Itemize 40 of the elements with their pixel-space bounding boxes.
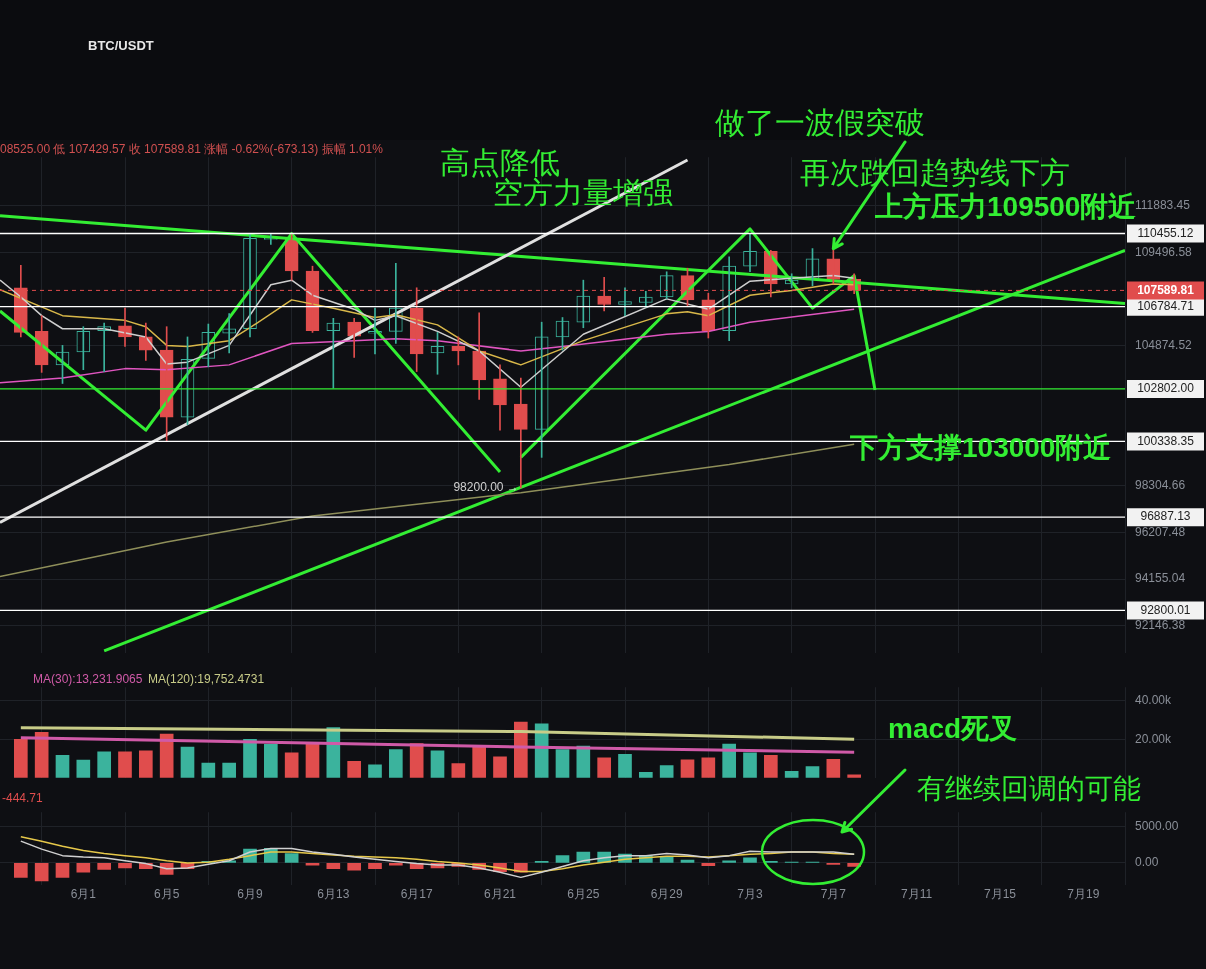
annotation: 上方压力109500附近 bbox=[875, 191, 1137, 223]
y-tick-label: 109496.58 bbox=[1135, 244, 1193, 259]
ref-line-label: 102802.00 bbox=[1137, 381, 1195, 396]
x-tick-label: 6月25 bbox=[567, 887, 600, 902]
x-tick-label: 6月17 bbox=[400, 887, 433, 902]
y-tick-label: 104874.52 bbox=[1135, 338, 1193, 353]
text: MA(120):19,752.4731 bbox=[148, 672, 265, 687]
x-tick-label: 7月19 bbox=[1067, 887, 1100, 902]
y-tick-label: 20.00k bbox=[1135, 731, 1173, 746]
y-tick-label: 5000.00 bbox=[1135, 818, 1179, 833]
x-tick-label: 7月3 bbox=[737, 887, 763, 902]
x-tick-label: 7月7 bbox=[820, 887, 847, 902]
ref-line-label: 107589.81 bbox=[1137, 282, 1195, 297]
x-tick-label: 6月9 bbox=[237, 887, 263, 902]
ref-line-label: 92800.01 bbox=[1140, 602, 1191, 617]
text: -444.71 bbox=[2, 791, 43, 806]
chart-title: BTC/USDT bbox=[88, 38, 154, 53]
y-tick-label: 40.00k bbox=[1135, 693, 1173, 708]
x-tick-label: 6月21 bbox=[483, 887, 517, 902]
annotation: 做了一波假突破 bbox=[715, 106, 925, 139]
ref-line-label: 96887.13 bbox=[1140, 509, 1191, 524]
y-tick-label: 0.00 bbox=[1135, 855, 1159, 870]
y-tick-label: 111883.45 bbox=[1135, 198, 1191, 213]
x-tick-label: 7月15 bbox=[983, 887, 1017, 902]
x-tick-label: 6月29 bbox=[650, 887, 683, 902]
y-tick-label: 96207.48 bbox=[1135, 524, 1186, 539]
annotation: macd死叉 bbox=[888, 713, 1018, 745]
x-tick-label: 6月5 bbox=[153, 887, 180, 902]
x-tick-label: 6月13 bbox=[317, 887, 350, 902]
y-tick-label: 98304.66 bbox=[1135, 478, 1186, 493]
y-tick-label: 92146.38 bbox=[1135, 618, 1186, 633]
x-tick-label: 7月11 bbox=[901, 887, 933, 902]
ref-line-label: 100338.35 bbox=[1137, 433, 1195, 448]
text: 08525.00 低 107429.57 收 107589.81 涨幅 -0.62%(-673.13) 振幅 1.01% bbox=[0, 142, 383, 157]
y-tick-label: 94155.04 bbox=[1135, 571, 1186, 586]
ref-line-label: 110455.12 bbox=[1137, 225, 1194, 240]
annotation: 有继续回调的可能 bbox=[917, 773, 1141, 805]
ref-line-label: 106784.71 bbox=[1137, 298, 1195, 313]
x-tick-label: 6月1 bbox=[70, 887, 97, 902]
text: MA(30):13,231.9065 bbox=[33, 672, 143, 687]
